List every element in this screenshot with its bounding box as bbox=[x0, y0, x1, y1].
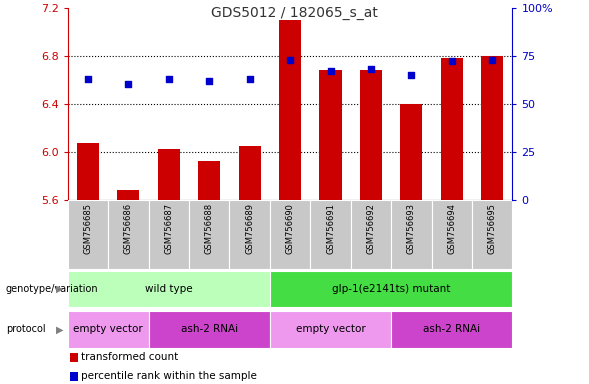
Text: empty vector: empty vector bbox=[296, 324, 365, 334]
Bar bbox=[230, 200, 270, 269]
Text: wild type: wild type bbox=[145, 284, 193, 294]
Text: GSM756692: GSM756692 bbox=[366, 203, 375, 254]
Bar bbox=[108, 200, 148, 269]
Bar bbox=[401, 104, 422, 200]
Text: GSM756689: GSM756689 bbox=[245, 203, 254, 254]
Text: transformed count: transformed count bbox=[81, 353, 178, 362]
Bar bbox=[481, 56, 504, 200]
Bar bbox=[432, 200, 472, 269]
Bar bbox=[68, 271, 270, 307]
Bar bbox=[198, 161, 220, 200]
Bar bbox=[270, 311, 391, 348]
Text: GSM756690: GSM756690 bbox=[286, 203, 294, 254]
Bar bbox=[77, 143, 99, 200]
Point bbox=[204, 78, 214, 84]
Text: GSM756688: GSM756688 bbox=[205, 203, 214, 254]
Bar bbox=[472, 200, 512, 269]
Point bbox=[326, 68, 335, 74]
Bar bbox=[239, 146, 261, 200]
Bar bbox=[270, 200, 310, 269]
Text: protocol: protocol bbox=[6, 324, 45, 334]
Bar bbox=[360, 70, 382, 200]
Point bbox=[406, 72, 416, 78]
Point bbox=[366, 66, 376, 72]
Bar bbox=[68, 200, 108, 269]
Bar bbox=[148, 200, 189, 269]
Point bbox=[245, 76, 254, 82]
Bar bbox=[189, 200, 230, 269]
Bar bbox=[319, 70, 342, 200]
Text: GDS5012 / 182065_s_at: GDS5012 / 182065_s_at bbox=[211, 6, 378, 20]
Text: ▶: ▶ bbox=[56, 324, 64, 334]
Text: glp-1(e2141ts) mutant: glp-1(e2141ts) mutant bbox=[332, 284, 451, 294]
Text: ▶: ▶ bbox=[56, 284, 64, 294]
Point bbox=[83, 76, 92, 82]
Point bbox=[488, 56, 497, 63]
Bar bbox=[70, 372, 78, 381]
Bar bbox=[148, 311, 270, 348]
Text: genotype/variation: genotype/variation bbox=[6, 284, 98, 294]
Text: GSM756691: GSM756691 bbox=[326, 203, 335, 254]
Text: ash-2 RNAi: ash-2 RNAi bbox=[423, 324, 481, 334]
Bar bbox=[391, 311, 512, 348]
Text: empty vector: empty vector bbox=[73, 324, 143, 334]
Point bbox=[447, 58, 456, 65]
Bar bbox=[310, 200, 350, 269]
Point bbox=[164, 76, 174, 82]
Point bbox=[285, 56, 294, 63]
Bar bbox=[391, 200, 432, 269]
Point bbox=[124, 81, 133, 88]
Bar bbox=[68, 311, 148, 348]
Text: GSM756686: GSM756686 bbox=[124, 203, 133, 254]
Bar bbox=[279, 20, 301, 200]
Text: ash-2 RNAi: ash-2 RNAi bbox=[181, 324, 238, 334]
Text: GSM756694: GSM756694 bbox=[447, 203, 456, 254]
Bar bbox=[70, 353, 78, 362]
Bar bbox=[441, 58, 463, 200]
Text: GSM756693: GSM756693 bbox=[407, 203, 416, 254]
Text: GSM756685: GSM756685 bbox=[84, 203, 92, 254]
Text: GSM756695: GSM756695 bbox=[488, 203, 497, 254]
Bar bbox=[117, 190, 140, 200]
Bar bbox=[158, 149, 180, 200]
Text: percentile rank within the sample: percentile rank within the sample bbox=[81, 371, 257, 381]
Bar bbox=[350, 200, 391, 269]
Bar bbox=[270, 271, 512, 307]
Text: GSM756687: GSM756687 bbox=[164, 203, 173, 254]
